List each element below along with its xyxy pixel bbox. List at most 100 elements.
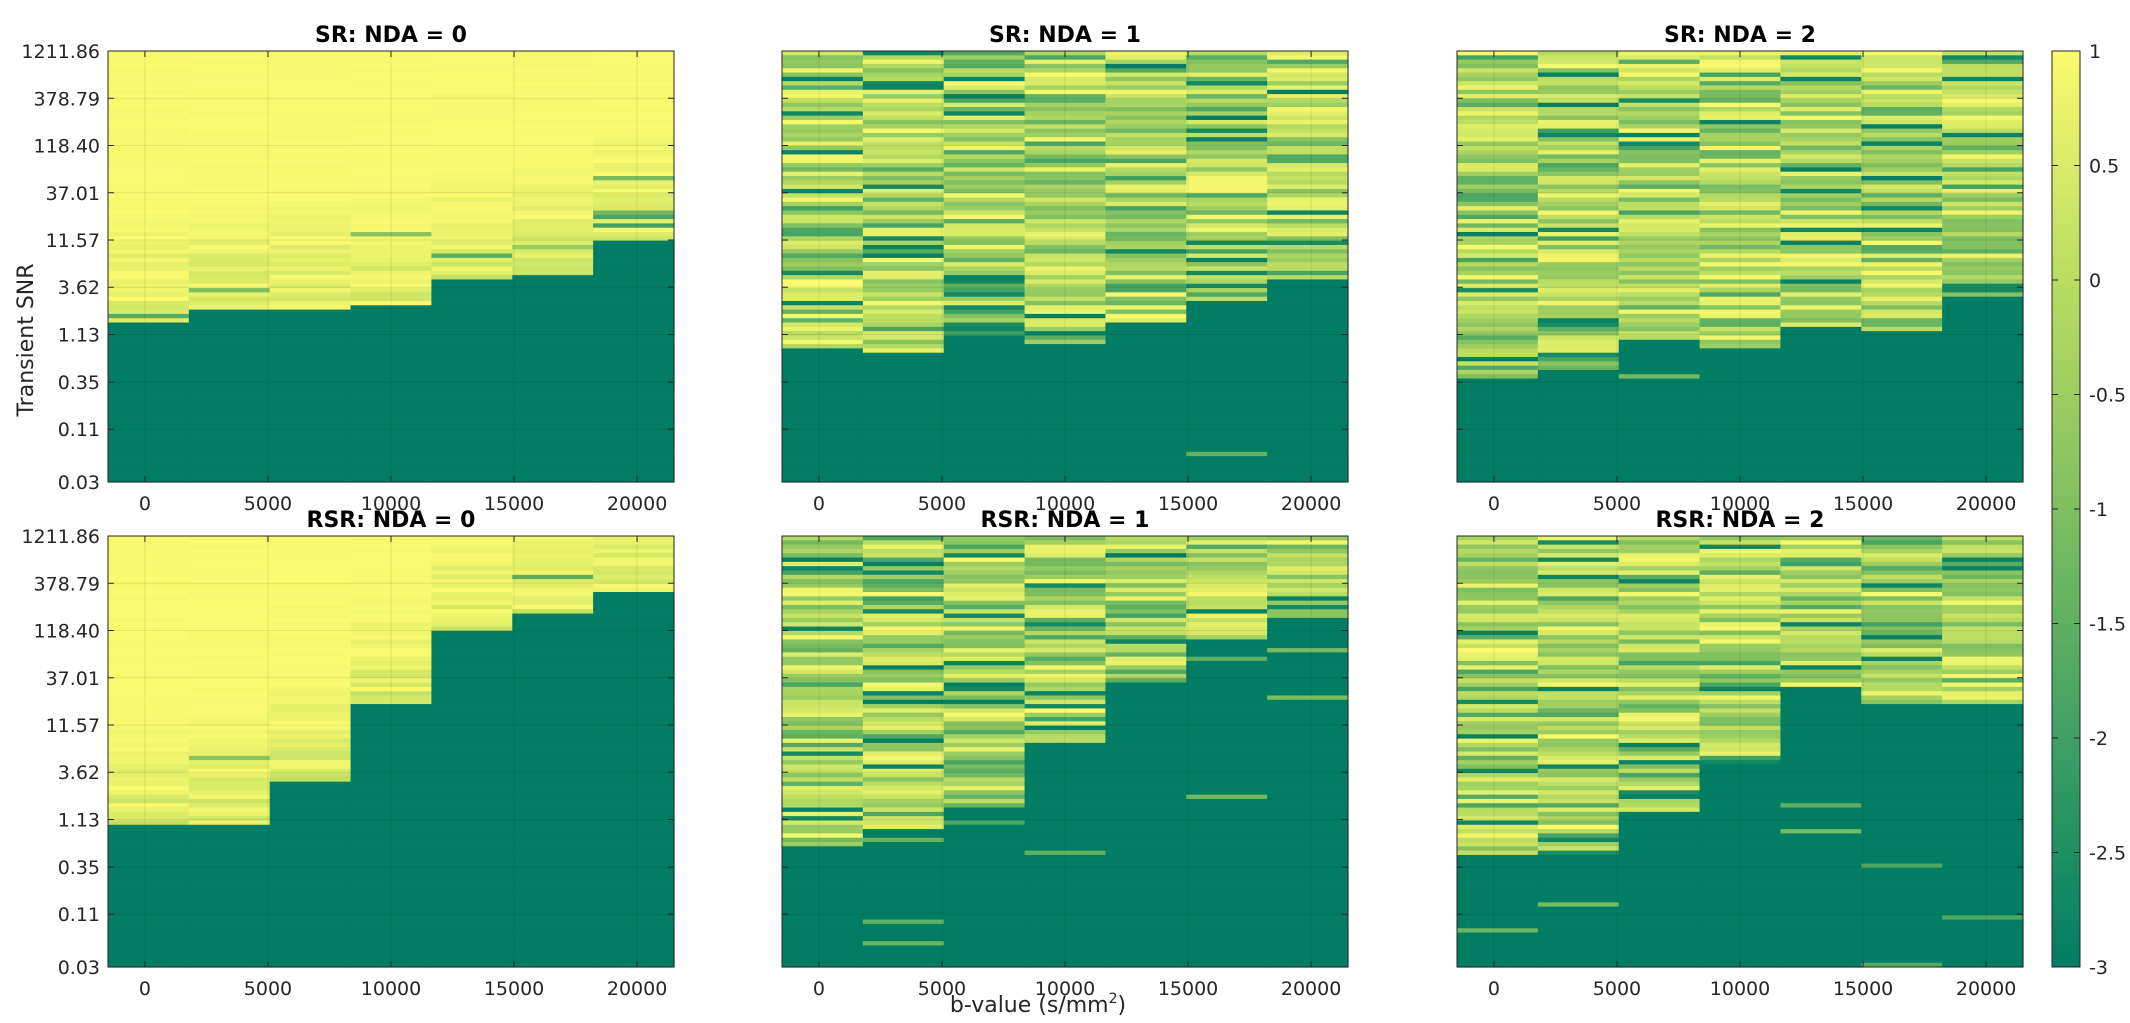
heatmap-cell xyxy=(1780,322,1862,328)
heatmap-cell xyxy=(1780,447,1862,453)
heatmap-cell xyxy=(1267,656,1349,662)
heatmap-cell xyxy=(1699,958,1782,964)
heatmap-cell xyxy=(1780,227,1862,233)
heatmap-cell xyxy=(593,790,675,796)
x-tick-label: 0 xyxy=(813,978,825,1000)
heatmap-cell xyxy=(862,275,945,281)
heatmap-cell xyxy=(1942,596,2024,602)
heatmap-cell xyxy=(431,673,513,679)
heatmap-cell xyxy=(862,807,945,813)
heatmap-cell xyxy=(1457,941,1539,947)
heatmap-cell xyxy=(188,326,271,332)
heatmap-cell xyxy=(1457,257,1539,263)
heatmap-cell xyxy=(350,768,433,774)
heatmap-cell xyxy=(1024,430,1107,436)
heatmap-cell xyxy=(862,880,945,886)
heatmap-cell xyxy=(1186,626,1268,632)
heatmap-cell xyxy=(1618,652,1701,658)
heatmap-cell xyxy=(593,391,675,397)
heatmap-cell xyxy=(1457,833,1539,839)
heatmap-cell xyxy=(1267,613,1349,619)
heatmap-cell xyxy=(350,596,433,602)
heatmap-cell xyxy=(1457,111,1539,117)
heatmap-cell xyxy=(1457,721,1539,727)
heatmap-cell xyxy=(862,777,945,783)
heatmap-cell xyxy=(1780,59,1862,65)
heatmap-cell xyxy=(188,382,271,388)
heatmap-cell xyxy=(1024,378,1107,384)
heatmap-cell xyxy=(1780,167,1862,173)
heatmap-cell xyxy=(1861,72,1943,78)
heatmap-cell xyxy=(782,171,864,177)
heatmap-cell xyxy=(1105,163,1187,168)
heatmap-cell xyxy=(1267,154,1349,160)
heatmap-cell xyxy=(269,326,352,332)
heatmap-cell xyxy=(593,236,675,242)
heatmap-cell xyxy=(188,811,271,817)
heatmap-cell xyxy=(512,773,594,778)
heatmap-cell xyxy=(512,214,594,220)
heatmap-cell xyxy=(1780,941,1862,947)
heatmap-cell xyxy=(943,673,1026,679)
heatmap-cell xyxy=(1186,561,1268,567)
heatmap-cell xyxy=(1024,639,1107,645)
heatmap-cell xyxy=(943,206,1026,212)
heatmap-cell xyxy=(431,413,513,418)
heatmap-cell xyxy=(862,764,945,770)
heatmap-cell xyxy=(782,945,864,951)
heatmap-cell xyxy=(108,352,190,358)
heatmap-cell xyxy=(862,266,945,272)
heatmap-cell xyxy=(1457,206,1539,212)
heatmap-cell xyxy=(862,648,945,653)
heatmap-cell xyxy=(1699,115,1782,121)
heatmap-cell xyxy=(350,283,433,289)
heatmap-cell xyxy=(188,124,271,130)
heatmap-cell xyxy=(943,85,1026,91)
heatmap-cell xyxy=(1861,665,1943,671)
heatmap-cell xyxy=(188,150,271,156)
heatmap-cell xyxy=(1024,630,1107,636)
heatmap-cell xyxy=(1186,348,1268,354)
heatmap-cell xyxy=(512,257,594,263)
heatmap-cell xyxy=(782,893,864,899)
heatmap-cell xyxy=(1942,962,2024,968)
heatmap-cell xyxy=(862,790,945,796)
heatmap-cell xyxy=(1537,464,1620,470)
heatmap-cell xyxy=(108,473,190,479)
heatmap-cell xyxy=(782,557,864,563)
heatmap-cell xyxy=(1457,348,1539,354)
y-tick-label: 0.03 xyxy=(58,957,100,979)
heatmap-cell xyxy=(1457,945,1539,951)
heatmap-cell xyxy=(431,544,513,550)
heatmap-cell xyxy=(943,322,1026,328)
heatmap-cell xyxy=(188,652,271,658)
heatmap-cell xyxy=(782,193,864,199)
heatmap-cell xyxy=(782,682,864,688)
heatmap-cell xyxy=(1105,660,1187,666)
heatmap-cell xyxy=(1537,89,1620,95)
heatmap-cell xyxy=(512,469,594,474)
heatmap-cell xyxy=(1699,81,1782,87)
heatmap-cell xyxy=(188,876,271,882)
heatmap-cell xyxy=(1267,803,1349,809)
heatmap-cell xyxy=(269,456,352,462)
heatmap-cell xyxy=(350,557,433,563)
heatmap-cell xyxy=(943,387,1026,393)
heatmap-cell xyxy=(782,936,864,942)
heatmap-cell xyxy=(1942,473,2024,479)
heatmap-cell xyxy=(350,742,433,748)
y-tick-label: 0.03 xyxy=(58,472,100,494)
heatmap-cell xyxy=(1861,119,1943,125)
heatmap-cell xyxy=(1618,691,1701,697)
heatmap-cell xyxy=(1457,643,1539,649)
heatmap-cell xyxy=(269,387,352,393)
heatmap-cell xyxy=(1618,417,1701,423)
heatmap-cell xyxy=(512,477,594,483)
heatmap-cell xyxy=(512,365,594,371)
heatmap-cell xyxy=(1457,889,1539,895)
heatmap-cell xyxy=(1267,201,1349,207)
heatmap-cell xyxy=(1618,768,1701,774)
heatmap-cell xyxy=(350,798,433,804)
heatmap-cell xyxy=(1024,923,1107,929)
heatmap-cell xyxy=(1861,223,1943,229)
